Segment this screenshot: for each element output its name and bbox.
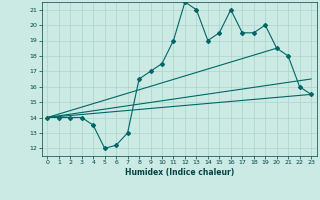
X-axis label: Humidex (Indice chaleur): Humidex (Indice chaleur) — [124, 168, 234, 177]
